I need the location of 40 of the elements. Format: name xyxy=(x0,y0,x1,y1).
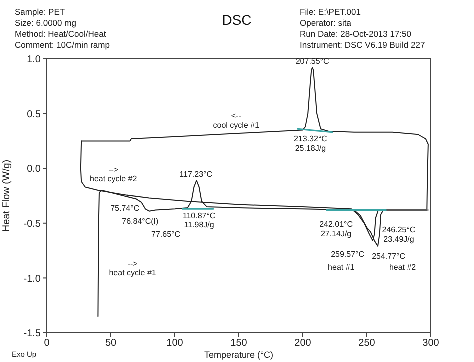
y-tick-label: 0.0 xyxy=(27,164,42,176)
x-axis-title: Temperature (°C) xyxy=(204,350,274,360)
x-tick-label: 100 xyxy=(166,338,184,350)
annotation: 75.74°C xyxy=(110,204,140,213)
annotation: 76.84°C(I) xyxy=(122,217,160,226)
y-tick-label: 1.0 xyxy=(27,54,42,66)
y-tick-label: -1.0 xyxy=(24,274,42,285)
x-tick-label: 0 xyxy=(44,338,50,350)
annotation: 110.87°C 11.98J/g xyxy=(182,211,216,230)
annotation: heat #1 xyxy=(328,263,356,272)
x-tick-label: 250 xyxy=(358,338,376,350)
annotation: 77.65°C xyxy=(152,230,181,240)
y-tick-label: -1.5 xyxy=(24,328,42,340)
x-tick-label: 50 xyxy=(105,338,117,350)
text: Operator: sita xyxy=(300,18,352,28)
annotation: <-- cool cycle #1 xyxy=(213,112,260,130)
x-tick-label: 300 xyxy=(422,338,440,350)
text: File: E:\PET.001 xyxy=(300,7,362,17)
chart-title: DSC xyxy=(222,12,252,28)
text: Run Date: 28-Oct-2013 17:50 xyxy=(300,29,412,39)
annotation: --> heat cycle #2 xyxy=(90,165,138,184)
annotation: 259.57°C xyxy=(331,250,365,259)
y-axis-title: Heat Flow (W/g) xyxy=(2,160,13,232)
annotation: 213.32°C 25.18J/g xyxy=(294,134,328,153)
annotation: 207.55°C xyxy=(296,56,330,66)
annotation: 246.25°C 23.49J/g xyxy=(382,226,416,244)
text: Size: 6.0000 mg xyxy=(15,18,77,28)
text: Method: Heat/Cool/Heat xyxy=(15,29,107,39)
text: Comment: 10C/min ramp xyxy=(15,40,110,50)
text: Sample: PET xyxy=(15,7,66,17)
y-tick-label: 0.5 xyxy=(27,109,42,120)
annotation: heat #2 xyxy=(389,263,417,272)
annotation: 242.01°C 27.14J/g xyxy=(320,220,354,238)
x-tick-label: 150 xyxy=(230,338,248,350)
x-tick-label: 200 xyxy=(294,338,312,350)
text: Instrument: DSC V6.19 Build 227 xyxy=(300,40,426,50)
annotation: 117.23°C xyxy=(180,170,213,179)
y-tick-label: -0.5 xyxy=(24,218,42,230)
annotation: 254.77°C xyxy=(372,252,406,262)
annotation: --> heat cycle #1 xyxy=(109,260,157,278)
